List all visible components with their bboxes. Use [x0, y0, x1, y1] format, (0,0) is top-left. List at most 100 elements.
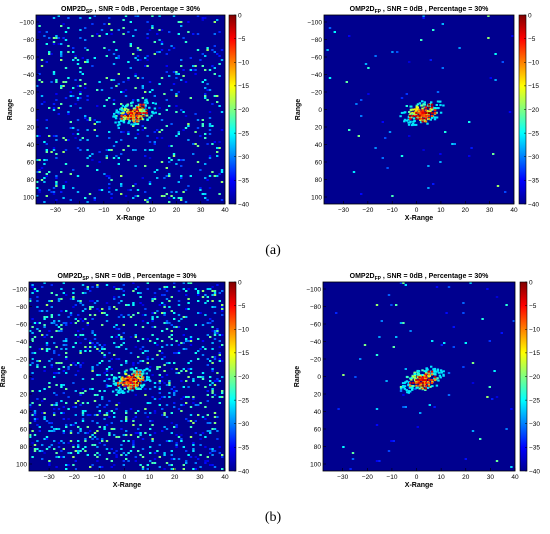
heatmap-cell	[412, 381, 415, 384]
heatmap-cell	[161, 340, 164, 342]
heatmap-cell	[430, 381, 434, 384]
heatmap-cell	[79, 428, 82, 430]
heatmap-cell	[342, 374, 345, 376]
heatmap-cell	[69, 127, 72, 129]
heatmap-cell	[209, 384, 212, 386]
heatmap-cell	[405, 389, 408, 392]
heatmap-cell	[31, 332, 34, 334]
heatmap-cell	[93, 394, 97, 396]
heatmap-cell	[218, 360, 221, 362]
y-tick-label: −40	[311, 72, 322, 79]
heatmap-cell	[421, 112, 424, 115]
heatmap-cell	[137, 112, 140, 115]
heatmap-cell	[364, 63, 368, 65]
heatmap-cell	[221, 392, 224, 394]
heatmap-cell	[72, 382, 75, 384]
heatmap-cell	[55, 199, 58, 201]
x-tick-label: −20	[74, 207, 85, 214]
heatmap-cell	[130, 104, 133, 107]
heatmap-cell	[218, 292, 221, 294]
heatmap-cell	[213, 21, 216, 23]
heatmap-cell	[213, 51, 216, 53]
heatmap-cell	[72, 446, 75, 448]
heatmap-cell	[204, 193, 207, 195]
heatmap-cell	[86, 61, 89, 63]
heatmap-cell	[430, 112, 434, 115]
heatmap-cell	[81, 402, 85, 404]
colorbar-tick-label: −5	[529, 303, 537, 310]
heatmap-cell	[494, 53, 497, 55]
heatmap-cell	[43, 324, 46, 326]
heatmap-cell	[72, 169, 75, 171]
heatmap-cell	[418, 112, 421, 115]
heatmap-cell	[91, 368, 94, 370]
heatmap-cell	[57, 362, 61, 364]
heatmap-cell	[43, 282, 46, 284]
heatmap-cell	[31, 378, 34, 380]
heatmap-cell	[77, 400, 80, 402]
heatmap-cell	[180, 438, 183, 440]
heatmap-cell	[96, 446, 99, 448]
heatmap-cell	[451, 143, 454, 145]
heatmap-cell	[146, 350, 149, 352]
heatmap-cell	[172, 71, 176, 73]
heatmap-cell	[143, 101, 147, 104]
heatmap-cell	[74, 57, 77, 59]
heatmap-cell	[110, 79, 113, 81]
heatmap-cell	[96, 308, 99, 310]
heatmap-cell	[413, 119, 416, 122]
chart-title: OMP2DSP , SNR = 0dB , Percentage = 30%	[58, 273, 198, 282]
heatmap-cell	[409, 109, 413, 112]
heatmap-cell	[55, 402, 58, 404]
heatmap-cell	[81, 328, 85, 330]
x-tick-label: 40	[221, 474, 229, 481]
heatmap-cell	[132, 378, 135, 380]
heatmap-cell	[218, 141, 221, 143]
heatmap-cell	[175, 135, 178, 137]
heatmap-cell	[425, 371, 428, 374]
heatmap-cell	[139, 424, 142, 426]
heatmap-cell	[158, 83, 161, 85]
heatmap-cell	[213, 67, 216, 69]
heatmap-cell	[48, 382, 51, 384]
heatmap-cell	[114, 382, 117, 385]
x-tick-label: −20	[362, 474, 373, 481]
heatmap-cell	[423, 113, 426, 116]
heatmap-cell	[41, 412, 44, 414]
heatmap-cell	[65, 340, 68, 342]
heatmap-cell	[48, 300, 51, 302]
heatmap-cell	[134, 123, 138, 125]
x-tick-label: −10	[386, 474, 397, 481]
heatmap-cell	[79, 79, 82, 81]
heatmap-cell	[67, 452, 70, 454]
heatmap-cell	[115, 111, 118, 114]
y-tick-label: −80	[311, 37, 322, 44]
heatmap-cell	[110, 466, 113, 468]
heatmap-cell	[79, 342, 82, 344]
heatmap-cell	[434, 372, 437, 375]
heatmap-cell	[67, 77, 70, 79]
heatmap-cell	[184, 81, 188, 83]
heatmap-cell	[153, 107, 157, 110]
heatmap-cell	[93, 436, 97, 438]
heatmap-cell	[429, 103, 432, 105]
heatmap-cell	[55, 175, 58, 177]
heatmap-cell	[196, 161, 200, 163]
heatmap-cell	[65, 426, 68, 428]
heatmap-cell	[197, 312, 200, 314]
heatmap-cell	[122, 120, 125, 123]
heatmap-cell	[153, 452, 157, 454]
heatmap-cell	[208, 157, 212, 159]
heatmap-cell	[221, 314, 224, 316]
heatmap-cell	[96, 89, 99, 91]
heatmap-cell	[84, 117, 87, 119]
heatmap-cell	[424, 384, 427, 387]
heatmap-cell	[98, 81, 101, 83]
heatmap-cell	[93, 444, 97, 446]
heatmap-cell	[113, 428, 116, 430]
heatmap-cell	[173, 386, 176, 388]
heatmap-cell	[481, 318, 484, 320]
heatmap-cell	[211, 390, 214, 392]
heatmap-cell	[204, 197, 207, 199]
heatmap-cell	[129, 189, 132, 191]
